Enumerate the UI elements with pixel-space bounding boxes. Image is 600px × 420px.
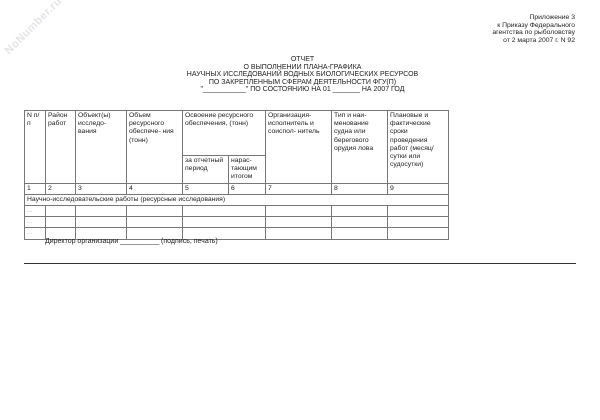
table-row: ... (24, 227, 449, 240)
title-line: О ВЫПОЛНЕНИИ ПЛАНА-ГРАФИКА (243, 63, 362, 71)
header-cell: Район работ (45, 110, 76, 184)
subheader-cell: нарас- тающим итогом (228, 155, 266, 184)
director-signature: Директор организации __________ (подпись… (45, 238, 218, 245)
number-cell: 9 (387, 182, 449, 195)
number-cell: 1 (24, 182, 46, 195)
title-line: ОТЧЕТ (290, 56, 315, 63)
watermark: NoNumber.ru (2, 0, 65, 57)
appendix-line: Приложение 3 (529, 14, 575, 21)
report-table: N п/п Район работ Объект(ы) исследо- ван… (24, 110, 449, 240)
section-row: Научно-исследовательские работы (ресурсн… (24, 193, 449, 207)
appendix-line: к Приказу Федерального (497, 21, 575, 29)
section-title: Научно-исследовательские работы (ресурсн… (24, 193, 449, 207)
title-line: "___________" ПО СОСТОЯНИЮ НА 01 _______… (200, 86, 405, 94)
title-line: НАУЧНЫХ ИССЛЕДОВАНИЙ ВОДНЫХ БИОЛОГИЧЕСКИ… (186, 71, 419, 79)
header-cell: Тип и наи- менование судна или береговог… (331, 110, 388, 184)
header-cell: Объем ресурсного обеспече- ния (тонн) (126, 110, 183, 184)
title-line: ПО ЗАКРЕПЛЕННЫМ СФЕРАМ ДЕЯТЕЛЬНОСТИ ФГУ(… (208, 78, 397, 86)
appendix-note: Приложение 3 к Приказу Федерального аген… (492, 14, 575, 44)
header-cell: Освоение ресурсного обеспечения, (тонн) (182, 110, 266, 156)
header-cell: Объект(ы) исследо- вания (75, 110, 127, 184)
row-index: ... (24, 216, 46, 229)
appendix-line: агентства по рыболовству (492, 29, 575, 37)
column-number-row: 1 2 3 4 5 6 7 8 9 (24, 182, 449, 195)
report-title: ОТЧЕТ О ВЫПОЛНЕНИИ ПЛАНА-ГРАФИКА НАУЧНЫХ… (150, 56, 455, 94)
row-index: ... (24, 205, 46, 218)
number-cell: 4 (126, 182, 183, 195)
subheader-cell: за отчетный период (182, 155, 229, 184)
number-cell: 3 (75, 182, 127, 195)
header-cell: Организация- исполнитель и соиспол- ните… (265, 110, 332, 184)
header-cell: N п/п (24, 110, 46, 184)
number-cell: 7 (265, 182, 332, 195)
header-cell: Плановые и фактические сроки проведения … (387, 110, 449, 184)
number-cell: 6 (228, 182, 266, 195)
row-index: ... (24, 227, 46, 240)
number-cell: 8 (331, 182, 388, 195)
table-row: ... (24, 205, 449, 218)
number-cell: 5 (182, 182, 229, 195)
number-cell: 2 (45, 182, 76, 195)
divider (24, 263, 576, 264)
appendix-line: от 2 марта 2007 г. N 92 (503, 36, 575, 44)
table-row: ... (24, 216, 449, 229)
